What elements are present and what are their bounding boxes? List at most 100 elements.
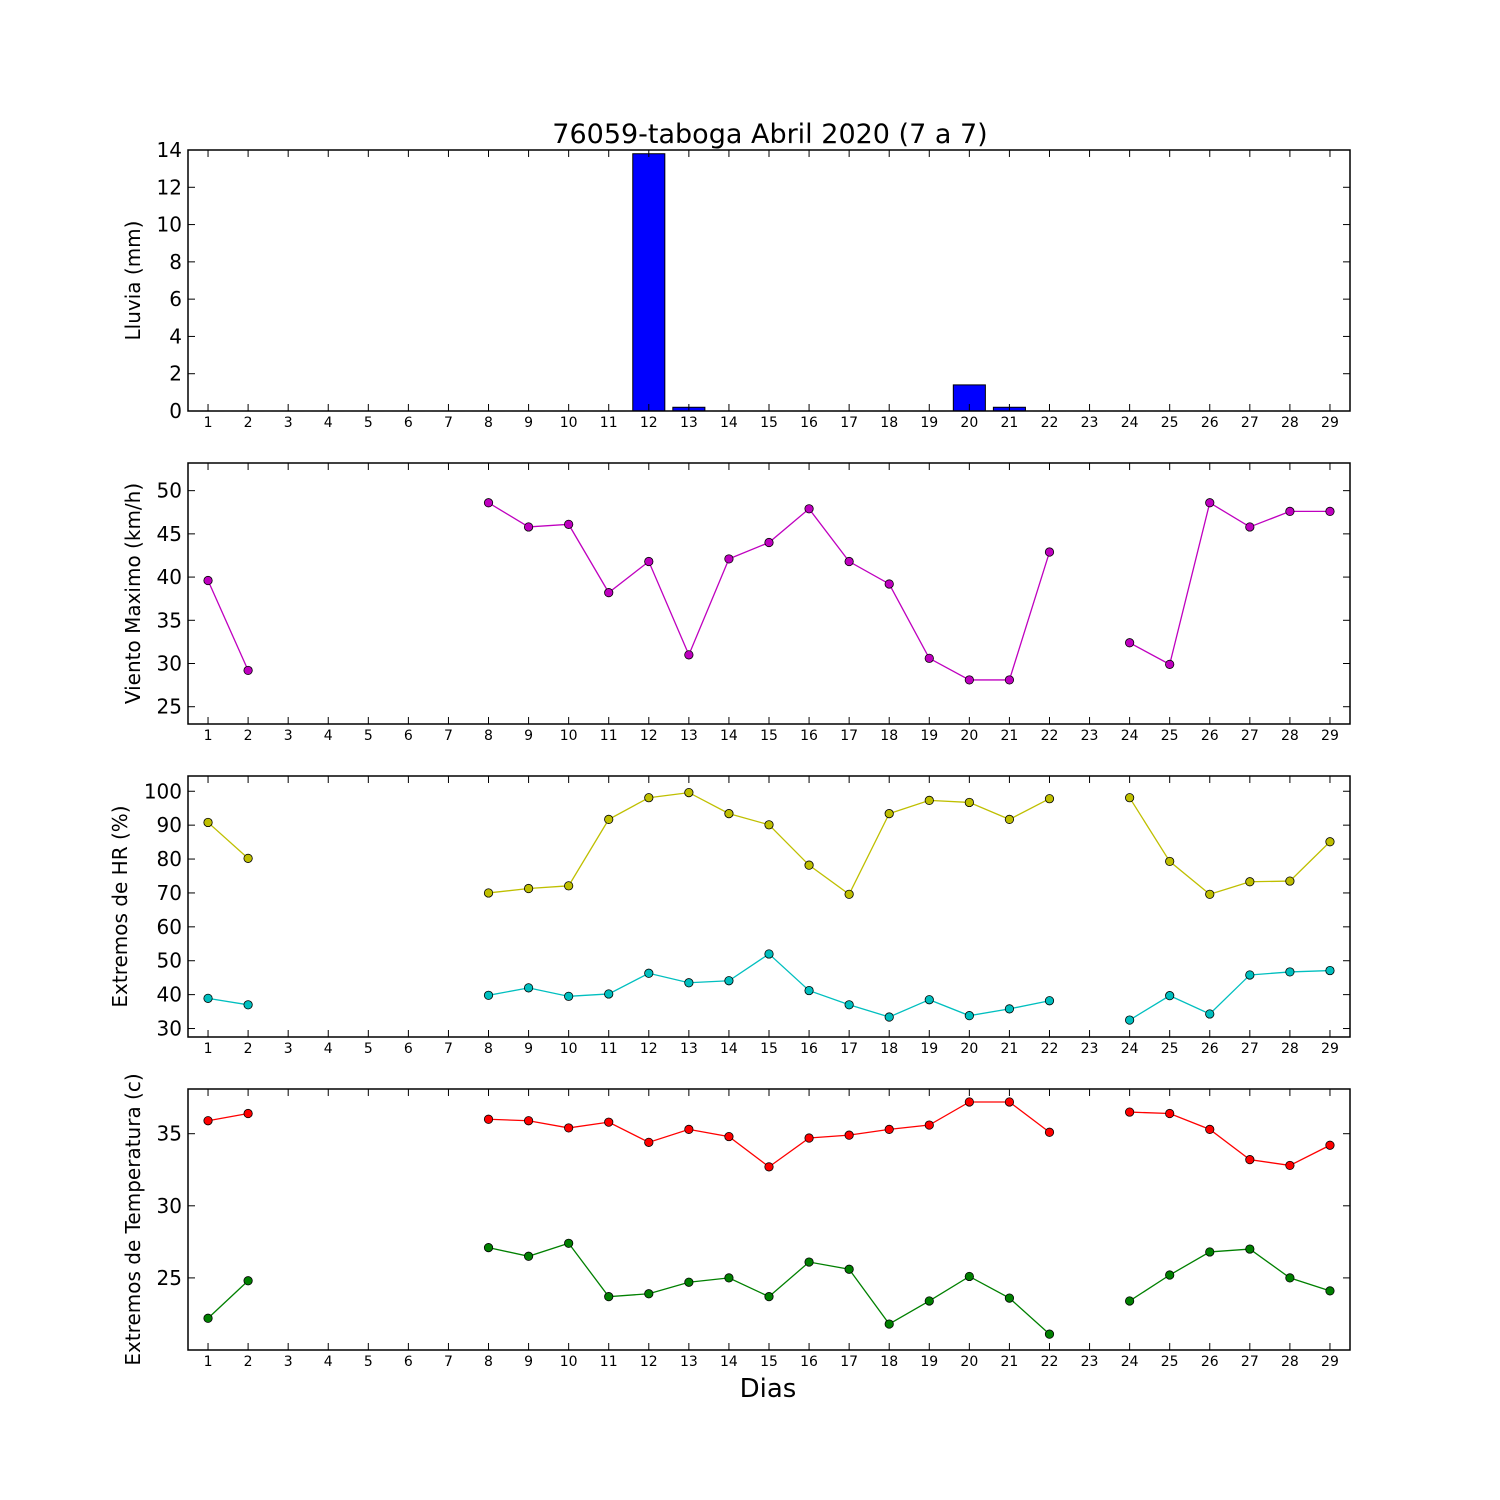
point-temperatura-0-12 (644, 1137, 654, 1147)
point-temperatura-0-19 (924, 1120, 934, 1130)
xtick-label-lluvia-26: 26 (1201, 415, 1219, 431)
point-viento-0-17 (844, 556, 854, 567)
point-hr-0-12 (644, 793, 654, 803)
ytick-label-temperatura-35: 35 (157, 1122, 182, 1146)
xtick-label-viento-15: 15 (760, 728, 778, 744)
point-hr-1-29 (1325, 965, 1335, 976)
xtick-label-viento-27: 27 (1241, 728, 1259, 744)
ytick-label-hr-30: 30 (157, 1017, 182, 1041)
xtick-label-hr-7: 7 (444, 1041, 453, 1057)
point-hr-0-11 (604, 814, 614, 824)
point-temperatura-1-17 (844, 1264, 854, 1274)
xtick-label-hr-29: 29 (1321, 1041, 1339, 1057)
xtick-label-lluvia-18: 18 (880, 415, 898, 431)
point-hr-1-27 (1245, 970, 1255, 980)
xtick-label-lluvia-12: 12 (640, 415, 658, 431)
xtick-label-hr-5: 5 (364, 1041, 373, 1057)
xtick-label-viento-25: 25 (1161, 728, 1179, 744)
line-viento-0-1 (488, 502, 1051, 681)
xtick-label-hr-12: 12 (640, 1041, 658, 1057)
xtick-label-temperatura-18: 18 (880, 1354, 898, 1370)
xtick-label-hr-16: 16 (800, 1041, 818, 1057)
xtick-label-viento-16: 16 (800, 728, 818, 744)
point-hr-1-13 (684, 978, 694, 988)
xtick-label-temperatura-6: 6 (404, 1354, 413, 1370)
xtick-label-temperatura-8: 8 (484, 1354, 493, 1370)
point-temperatura-0-20 (964, 1097, 974, 1107)
xtick-label-lluvia-28: 28 (1281, 415, 1299, 431)
xtick-label-lluvia-1: 1 (204, 415, 213, 431)
xtick-label-hr-9: 9 (524, 1041, 533, 1057)
point-hr-0-19 (924, 795, 934, 806)
xtick-label-lluvia-15: 15 (760, 415, 778, 431)
point-temperatura-0-10 (564, 1123, 574, 1133)
xtick-label-viento-23: 23 (1081, 728, 1099, 744)
point-viento-0-21 (1004, 675, 1015, 685)
line-viento-0-2 (1129, 501, 1330, 666)
point-viento-0-16 (804, 504, 814, 514)
point-hr-1-14 (724, 976, 734, 986)
ytick-label-lluvia-8: 8 (169, 250, 182, 274)
line-temperatura-1-0 (207, 1280, 249, 1319)
point-temperatura-1-11 (604, 1292, 614, 1302)
xtick-label-viento-10: 10 (560, 728, 578, 744)
point-hr-0-13 (684, 788, 694, 798)
point-hr-0-28 (1285, 876, 1295, 886)
ytick-label-hr-50: 50 (157, 949, 182, 973)
xtick-label-hr-17: 17 (840, 1041, 858, 1057)
xtick-label-lluvia-11: 11 (600, 415, 618, 431)
xtick-label-temperatura-22: 22 (1041, 1354, 1059, 1370)
xtick-label-viento-21: 21 (1000, 728, 1018, 744)
xtick-label-viento-11: 11 (600, 728, 618, 744)
point-temperatura-1-8 (483, 1243, 494, 1253)
point-temperatura-0-2 (243, 1108, 253, 1119)
line-hr-0-1 (488, 791, 1050, 896)
xtick-label-hr-20: 20 (960, 1041, 978, 1057)
point-hr-1-8 (483, 990, 494, 1000)
xtick-label-temperatura-24: 24 (1121, 1354, 1139, 1370)
point-temperatura-0-25 (1165, 1108, 1175, 1119)
point-temperatura-0-8 (483, 1114, 494, 1124)
xtick-label-lluvia-23: 23 (1081, 415, 1099, 431)
xtick-label-lluvia-4: 4 (324, 415, 333, 431)
point-hr-0-25 (1165, 856, 1175, 867)
xtick-label-viento-7: 7 (444, 728, 453, 744)
point-temperatura-0-18 (884, 1124, 894, 1134)
ytick-label-hr-90: 90 (157, 813, 182, 837)
point-temperatura-1-9 (523, 1251, 534, 1261)
xtick-label-lluvia-5: 5 (364, 415, 373, 431)
xtick-label-lluvia-7: 7 (444, 415, 453, 431)
point-hr-0-24 (1125, 793, 1135, 803)
point-hr-0-29 (1325, 837, 1335, 847)
xtick-label-viento-22: 22 (1041, 728, 1059, 744)
xtick-label-viento-18: 18 (880, 728, 898, 744)
xtick-label-lluvia-13: 13 (680, 415, 698, 431)
point-viento-0-1 (203, 575, 213, 586)
point-hr-1-10 (564, 991, 574, 1001)
point-viento-0-14 (724, 554, 734, 564)
xtick-label-viento-24: 24 (1121, 728, 1139, 744)
point-hr-1-11 (604, 989, 614, 999)
line-viento-0-0 (207, 580, 249, 671)
ytick-label-lluvia-14: 14 (157, 138, 182, 162)
xtick-label-temperatura-23: 23 (1081, 1354, 1099, 1370)
point-hr-0-9 (523, 883, 534, 894)
line-temperatura-0-1 (488, 1101, 1050, 1168)
xtick-label-temperatura-15: 15 (760, 1354, 778, 1370)
xtick-label-lluvia-10: 10 (560, 415, 578, 431)
xtick-label-viento-26: 26 (1201, 728, 1219, 744)
point-viento-0-10 (564, 519, 574, 529)
point-viento-0-8 (483, 498, 494, 508)
point-temperatura-0-13 (684, 1124, 694, 1134)
xtick-label-hr-19: 19 (920, 1041, 938, 1057)
point-viento-0-26 (1205, 498, 1215, 508)
ytick-label-viento-50: 50 (157, 479, 182, 503)
point-temperatura-0-16 (804, 1133, 814, 1143)
xtick-label-temperatura-9: 9 (524, 1354, 533, 1370)
point-temperatura-0-22 (1044, 1127, 1055, 1137)
point-temperatura-0-29 (1325, 1140, 1335, 1150)
point-hr-1-17 (844, 1000, 854, 1010)
